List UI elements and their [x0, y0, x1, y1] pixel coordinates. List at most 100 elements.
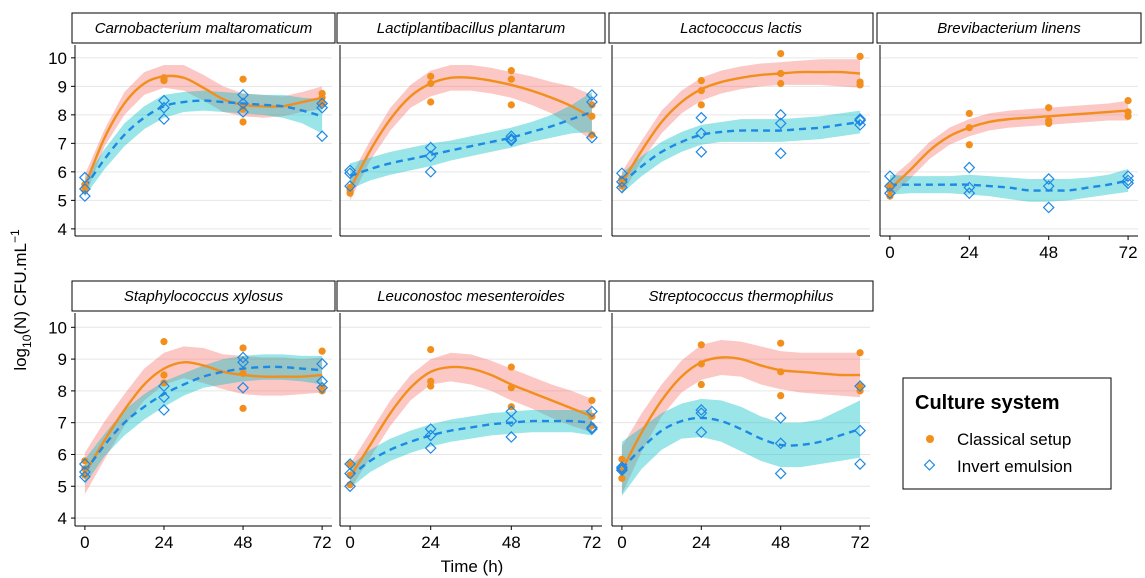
classical-fit-line	[349, 76, 593, 190]
classical-point	[588, 131, 596, 139]
classical-point	[618, 474, 626, 482]
x-tick-label: 48	[234, 533, 253, 552]
invert-point	[424, 165, 437, 178]
invert-point	[695, 426, 708, 439]
invert-point	[883, 187, 896, 200]
classical-point	[507, 363, 515, 371]
invert-point	[695, 127, 708, 140]
invert-ci-ribbon	[350, 92, 592, 189]
legend-box	[902, 377, 1112, 490]
invert-ci-ribbon	[621, 398, 861, 496]
classical-point	[777, 49, 785, 58]
invert-fit-line	[889, 179, 1129, 192]
panel-title: Lactococcus lactis	[680, 20, 802, 37]
classical-ci-ribbon	[621, 59, 861, 195]
panel-title: Brevibacterium linens	[937, 20, 1081, 37]
invert-point	[344, 458, 357, 470]
invert-ci-ribbon	[84, 354, 323, 485]
classical-fit-line	[620, 356, 861, 471]
invert-point	[424, 429, 437, 442]
classical-point	[777, 392, 785, 400]
invert-point	[854, 380, 867, 393]
x-tick-label: 0	[885, 243, 894, 262]
classical-point	[427, 79, 435, 88]
invert-fit-line	[349, 110, 593, 178]
classical-point	[856, 81, 864, 89]
y-tick-label: 4	[58, 220, 67, 239]
classical-point	[1045, 119, 1053, 127]
y-axis-title: log10(N) CFU.mL−1	[8, 229, 34, 371]
invert-point	[505, 405, 518, 418]
invert-point	[1122, 174, 1135, 187]
invert-fit-line	[621, 120, 861, 185]
invert-point	[316, 375, 329, 388]
panel-7: Streptococcus thermophilus 0 24 48 72	[608, 280, 874, 552]
invert-point	[615, 464, 628, 477]
classical-point	[965, 141, 973, 149]
invert-ci-ribbon	[889, 169, 1129, 202]
classical-point	[427, 98, 435, 106]
classical-ci-ribbon	[84, 64, 323, 198]
panel-title: Staphylococcus xylosus	[124, 288, 284, 305]
classical-point	[777, 69, 785, 78]
classical-point	[346, 189, 354, 197]
panel-strip	[336, 280, 606, 312]
invert-point	[1122, 177, 1135, 190]
invert-point	[344, 167, 357, 180]
classical-point	[507, 67, 515, 75]
invert-point	[424, 150, 437, 163]
legend-classical-label: Classical setup	[957, 430, 1071, 449]
invert-point	[774, 147, 787, 160]
invert-point	[158, 113, 170, 126]
legend-invert-marker	[923, 459, 936, 471]
legend-classical-marker	[926, 435, 934, 443]
classical-point	[160, 379, 168, 387]
invert-point	[883, 180, 896, 193]
y-tick-label: 6	[58, 163, 67, 182]
x-tick-label: 72	[1119, 243, 1138, 262]
invert-point	[344, 467, 357, 480]
x-tick-label: 48	[502, 533, 521, 552]
invert-point	[505, 415, 518, 428]
invert-point	[505, 431, 518, 443]
x-tick-label: 72	[851, 533, 870, 552]
panel-strip	[608, 280, 874, 312]
invert-point	[585, 96, 598, 108]
x-tick-label: 24	[155, 533, 174, 552]
invert-point	[344, 180, 357, 193]
invert-point	[585, 421, 598, 434]
invert-point	[774, 437, 787, 450]
invert-point	[237, 106, 249, 118]
x-tick-label: 48	[771, 533, 790, 552]
legend-invert-label: Invert emulsion	[957, 457, 1072, 476]
invert-point	[854, 424, 867, 437]
invert-point	[78, 470, 91, 483]
panel-title: Lactiplantibacillus plantarum	[377, 20, 565, 37]
x-tick-label: 48	[1039, 243, 1058, 262]
invert-point	[344, 480, 357, 493]
invert-point	[505, 133, 518, 146]
y-tick-label: 8	[58, 382, 67, 401]
invert-ci-ribbon	[84, 90, 323, 197]
invert-point	[963, 161, 976, 174]
invert-point	[585, 131, 598, 144]
invert-point	[78, 190, 91, 203]
invert-point	[854, 458, 867, 470]
invert-point	[615, 462, 628, 475]
invert-ci-ribbon	[350, 409, 592, 488]
invert-point	[1042, 173, 1055, 185]
panels-layer: Carnobacterium maltaromaticum 4 5 6 7 8 9 10 Lac…	[48, 12, 1142, 552]
classical-point	[239, 404, 247, 412]
classical-point	[588, 112, 596, 120]
classical-point	[346, 471, 354, 479]
panel-2: Lactiplantibacillus plantarum	[336, 12, 606, 237]
invert-point	[585, 88, 598, 101]
y-tick-label: 4	[58, 509, 67, 528]
classical-fit-line	[620, 70, 861, 184]
x-tick-label: 0	[80, 533, 89, 552]
classical-ci-ribbon	[621, 340, 861, 495]
invert-point	[78, 171, 91, 184]
classical-point	[427, 345, 435, 354]
invert-fit-line	[83, 99, 323, 189]
classical-point	[777, 79, 785, 88]
